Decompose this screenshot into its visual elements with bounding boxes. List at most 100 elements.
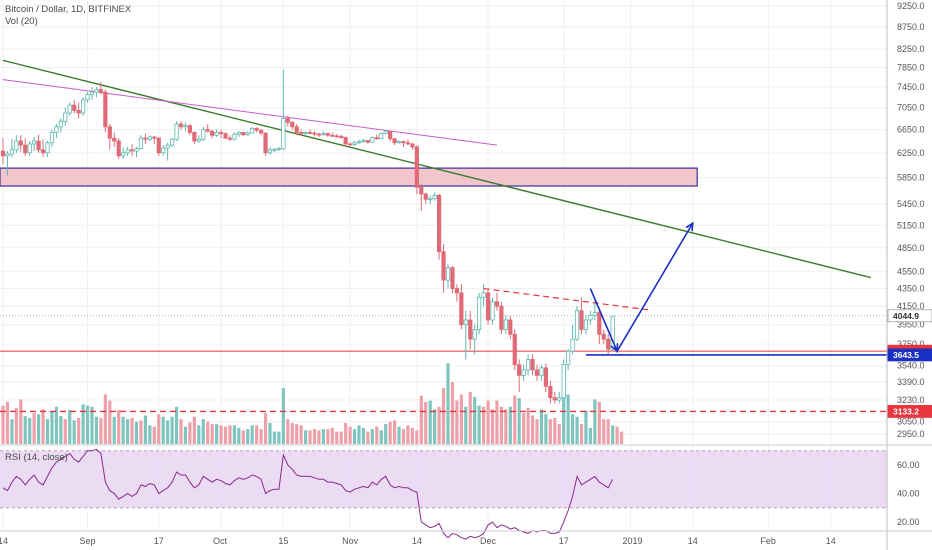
candle-body [245, 132, 250, 136]
candle-body [592, 312, 597, 316]
candle-body [428, 198, 433, 201]
volume-bar [606, 419, 610, 444]
candle-body [396, 141, 402, 144]
volume-bar [566, 394, 570, 444]
arrowhead-down [610, 343, 619, 353]
last-price-label: 4044.9 [893, 311, 919, 321]
time-tick-label: 14 [412, 536, 422, 546]
volume-bar [192, 416, 196, 444]
volume-bar [143, 415, 147, 444]
candle-body [0, 150, 6, 157]
volume-bar [304, 430, 308, 444]
volume-bar [259, 429, 263, 444]
volume-bar [5, 401, 10, 444]
candle-body [423, 193, 428, 200]
candle-body [81, 99, 86, 114]
rsi-tick-label: 60.00 [897, 460, 920, 470]
time-tick-label: 2019 [622, 536, 642, 546]
volume-bar [85, 405, 90, 444]
candle-body [107, 126, 112, 139]
candle-body [45, 142, 50, 154]
candle-body [566, 350, 571, 366]
time-tick-label: Dec [480, 536, 497, 546]
volume-bar [10, 419, 14, 444]
volume-bar [548, 419, 552, 444]
candle-body [307, 132, 313, 134]
candle-body [490, 301, 495, 321]
price-tick-label: 7850.0 [897, 62, 925, 72]
candle-body [552, 397, 557, 401]
price-tick-label: 8250.0 [897, 44, 925, 54]
volume-bar [134, 421, 139, 444]
volume-bar [375, 426, 379, 444]
volume-bar [433, 409, 437, 444]
price-tick-label: 3230.0 [897, 395, 925, 405]
volume-bar [117, 409, 121, 444]
blue-forecast-path [589, 222, 694, 353]
volume-bar [41, 409, 45, 444]
time-tick-label: 14 [0, 536, 8, 546]
volume-bar [268, 422, 272, 444]
candle-body [534, 369, 540, 376]
candle-body [503, 319, 508, 330]
time-tick-label: Sep [80, 536, 96, 546]
price-tick-label: 8750.0 [897, 22, 925, 32]
candle-body [477, 296, 482, 330]
candle-body [218, 132, 224, 134]
volume-bar [584, 410, 588, 444]
candle-body [40, 149, 46, 154]
volume-bar [81, 404, 85, 444]
candle-body [365, 140, 371, 143]
volume-bar [183, 426, 188, 444]
candle-body [303, 132, 308, 134]
time-tick-label: 14 [826, 536, 836, 546]
rsi-tick-label: 20.00 [897, 517, 920, 527]
candle-body [227, 137, 233, 140]
price-tick-label: 6650.0 [897, 125, 925, 135]
candle-body [254, 128, 259, 131]
candle-body [543, 367, 549, 387]
volume-bar [397, 426, 401, 444]
volume-bar [94, 416, 99, 444]
volume-bar [482, 406, 486, 444]
support-price-label-bg [887, 405, 932, 418]
price-tick-label: 3540.0 [897, 361, 925, 371]
candle-body [205, 129, 210, 132]
candle-body [588, 314, 593, 321]
rsi-line [2, 448, 614, 540]
candle-body [250, 128, 255, 134]
candle-body [183, 125, 188, 128]
volume-bar [571, 414, 575, 444]
candle-body [539, 367, 544, 376]
volume-bar [246, 429, 250, 444]
volume-bar [232, 425, 236, 444]
volume-bar [228, 425, 232, 444]
volume-bar [384, 424, 388, 444]
price-tick-label: 3390.0 [897, 377, 925, 387]
candle-body [156, 137, 161, 154]
candle-body [517, 364, 522, 376]
candle-body [419, 186, 424, 195]
time-tick-label: 17 [559, 536, 569, 546]
volume-bar [174, 406, 179, 444]
candle-body [579, 310, 584, 330]
volume-bar [401, 429, 406, 444]
volume-bar [477, 405, 481, 444]
volume-bar [50, 411, 54, 444]
candles [0, 69, 615, 404]
volume-bar [37, 414, 41, 444]
price-tick-label: 9250.0 [897, 1, 925, 11]
candle-body [147, 136, 152, 140]
candle-body [597, 312, 602, 335]
candle-body [174, 123, 179, 140]
volume-bar [588, 427, 592, 444]
candle-body [94, 89, 99, 93]
candle-body [499, 305, 504, 330]
volume-bar [486, 400, 490, 444]
volume-bar [1, 405, 5, 444]
volume-bar [455, 400, 459, 444]
price-tick-label: 5150.0 [897, 220, 925, 230]
candle-body [210, 130, 215, 136]
